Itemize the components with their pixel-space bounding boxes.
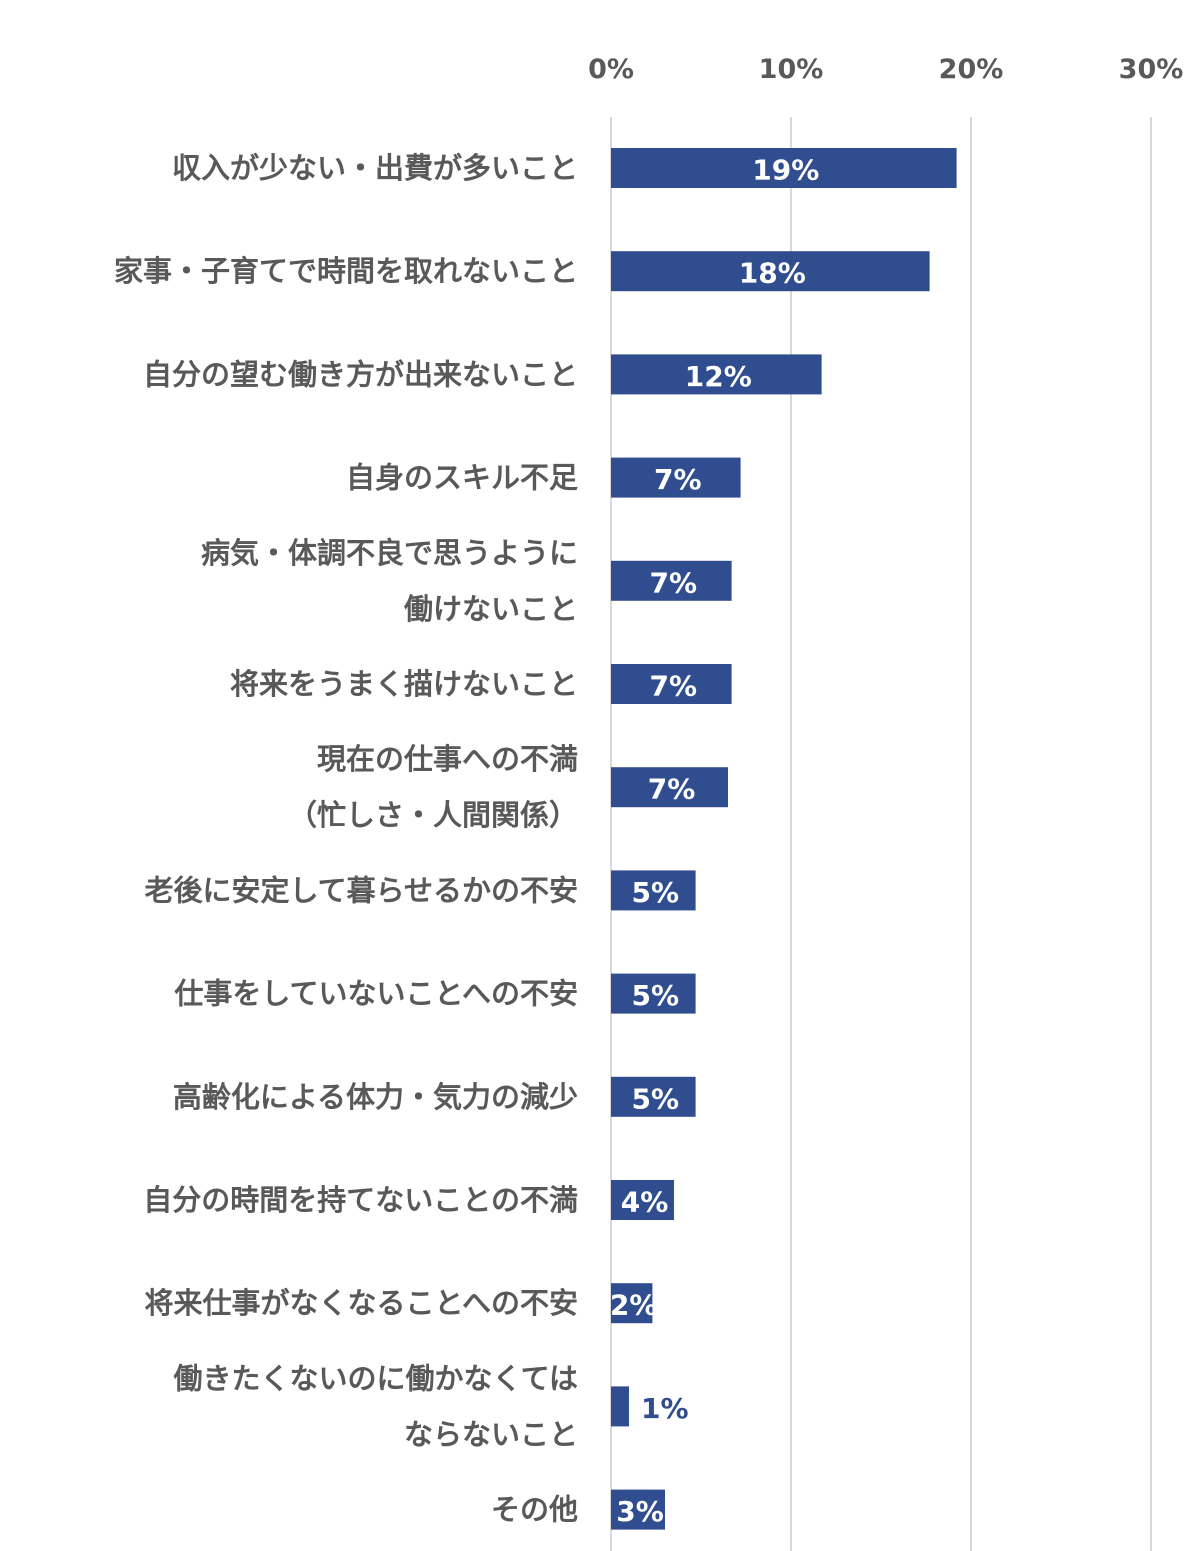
- category-label: （忙しさ・人間関係）: [288, 798, 578, 832]
- x-tick-label: 0%: [588, 54, 634, 85]
- category-label: 自身のスキル不足: [346, 461, 578, 495]
- category-label: 働きたくないのに働かなくては: [172, 1361, 578, 1395]
- category-label: 将来をうまく描けないこと: [230, 667, 578, 701]
- bar: [611, 1283, 653, 1324]
- data-label: 3%: [616, 1495, 664, 1528]
- category-label: 現在の仕事への不満: [317, 742, 578, 776]
- category-label: 自分の望む働き方が出来ないこと: [143, 357, 578, 391]
- category-label: 老後に安定して暮らせるかの不安: [144, 873, 578, 907]
- bar: [611, 767, 728, 808]
- bar: [611, 354, 822, 395]
- category-label: 仕事をしていないことへの不安: [173, 977, 578, 1011]
- x-axis-ticks: 0% 10% 20% 30%: [588, 54, 1183, 85]
- value-labels: 19% 18% 12% 7% 7% 7% 7% 5% 5% 5% 4% 2% 1% 3%: [610, 154, 819, 1529]
- data-label: 7%: [654, 463, 702, 496]
- data-label: 18%: [739, 257, 806, 290]
- bar: [611, 251, 930, 292]
- bar: [611, 664, 732, 704]
- data-label: 5%: [632, 979, 680, 1012]
- bar: [611, 1076, 696, 1117]
- data-label: 2%: [610, 1289, 658, 1322]
- category-label: 自分の時間を持てないことの不満: [143, 1183, 578, 1217]
- data-label: 5%: [632, 1082, 680, 1115]
- x-tick-label: 30%: [1119, 54, 1184, 85]
- category-label: 病気・体調不良で思うように: [201, 536, 578, 570]
- data-label: 5%: [632, 876, 680, 909]
- category-label: ならないこと: [404, 1417, 578, 1451]
- category-label: その他: [491, 1493, 578, 1527]
- data-label: 7%: [648, 773, 696, 806]
- x-tick-label: 10%: [759, 54, 824, 85]
- category-label: 働けないこと: [403, 592, 578, 626]
- bar: [611, 560, 732, 601]
- category-labels: 収入が少ない・出費が多いこと家事・子育てで時間を取れないこと自分の望む働き方が出…: [114, 151, 578, 1527]
- category-label: 将来仕事がなくなることへの不安: [144, 1286, 578, 1320]
- bars: [611, 148, 957, 1530]
- category-label: 家事・子育てで時間を取れないこと: [114, 254, 578, 288]
- gridlines: [610, 117, 1152, 1551]
- bar: [611, 1489, 665, 1530]
- bar: [611, 973, 696, 1014]
- category-label: 高齢化による体力・気力の減少: [173, 1080, 578, 1114]
- data-label: 4%: [621, 1186, 669, 1219]
- x-tick-label: 20%: [939, 54, 1004, 85]
- data-label: 19%: [752, 154, 819, 187]
- bar: [611, 870, 696, 911]
- data-label: 12%: [685, 360, 752, 393]
- data-label: 1%: [641, 1392, 689, 1425]
- bar: [611, 1386, 629, 1427]
- category-label: 収入が少ない・出費が多いこと: [172, 151, 578, 185]
- data-label: 7%: [650, 566, 698, 599]
- bar: [611, 1180, 674, 1220]
- data-label: 7%: [650, 670, 698, 703]
- bar: [611, 148, 957, 188]
- bar: [611, 457, 741, 498]
